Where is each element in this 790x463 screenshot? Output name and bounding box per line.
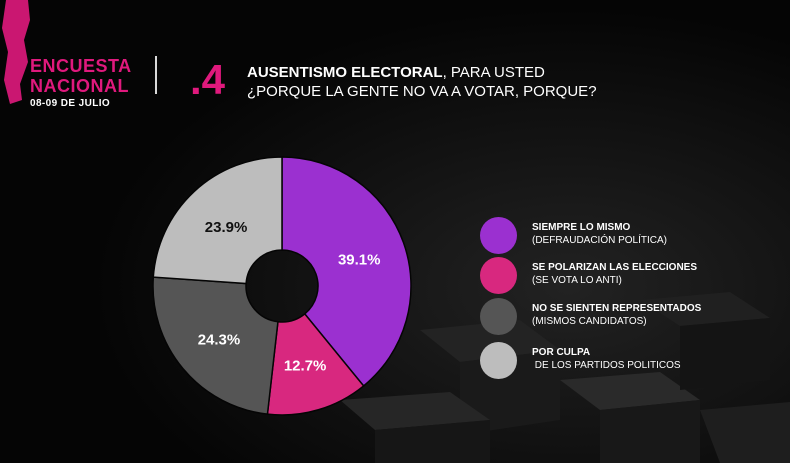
donut-slice-4 [152,156,283,285]
brand-line-1: ENCUESTA [30,56,132,76]
donut-slice-1 [281,156,412,387]
question-topic: AUSENTISMO ELECTORAL [247,64,443,81]
legend-label-4: POR CULPA [532,347,591,358]
survey-date: 08-09 DE JULIO [30,98,111,109]
slice-value-label-1: 39.1% [338,251,381,268]
question-title: AUSENTISMO ELECTORAL, PARA USTED ¿PORQUE… [247,63,597,101]
brand-title: ENCUESTA NACIONAL [30,56,132,96]
brand-line-2: NACIONAL [30,76,129,96]
legend-sublabel-2: (SE VOTA LO ANTI) [532,275,622,286]
donut-slice-2 [266,312,365,416]
legend-text-3: NO SE SIENTEN REPRESENTADOS (MISMOS CANDI… [532,302,752,328]
legend-swatch-1 [480,217,517,254]
question-title-rest: , PARA USTED [442,64,545,81]
legend-swatch-4 [480,342,517,379]
question-number: .4 [190,56,226,103]
slice-value-label-4: 23.9% [205,219,248,236]
question-line-2: ¿PORQUE LA GENTE NO VA A VOTAR, PORQUE? [247,83,597,100]
legend-text-2: SE POLARIZAN LAS ELECCIONES (SE VOTA LO A… [532,261,752,287]
legend-label-3: NO SE SIENTEN REPRESENTADOS [532,303,702,314]
legend-text-1: SIEMPRE LO MISMO (DEFRAUDACIÓN POLÍTICA) [532,221,752,247]
slice-value-label-2: 12.7% [284,358,327,375]
legend-swatch-2 [480,257,517,294]
legend-sublabel-3: (MISMOS CANDIDATOS) [532,316,647,327]
header-divider [155,56,157,94]
legend-text-4: POR CULPA DE LOS PARTIDOS POLITICOS [532,346,752,372]
legend-label-2: SE POLARIZAN LAS ELECCIONES [532,262,698,273]
slice-value-label-3: 24.3% [198,331,241,348]
legend-swatch-3 [480,298,517,335]
legend-sublabel-1: (DEFRAUDACIÓN POLÍTICA) [532,235,668,246]
legend-label-1: SIEMPRE LO MISMO [532,222,631,233]
donut-slice-3 [152,276,279,416]
legend-sublabel-4: DE LOS PARTIDOS POLITICOS [532,360,681,371]
